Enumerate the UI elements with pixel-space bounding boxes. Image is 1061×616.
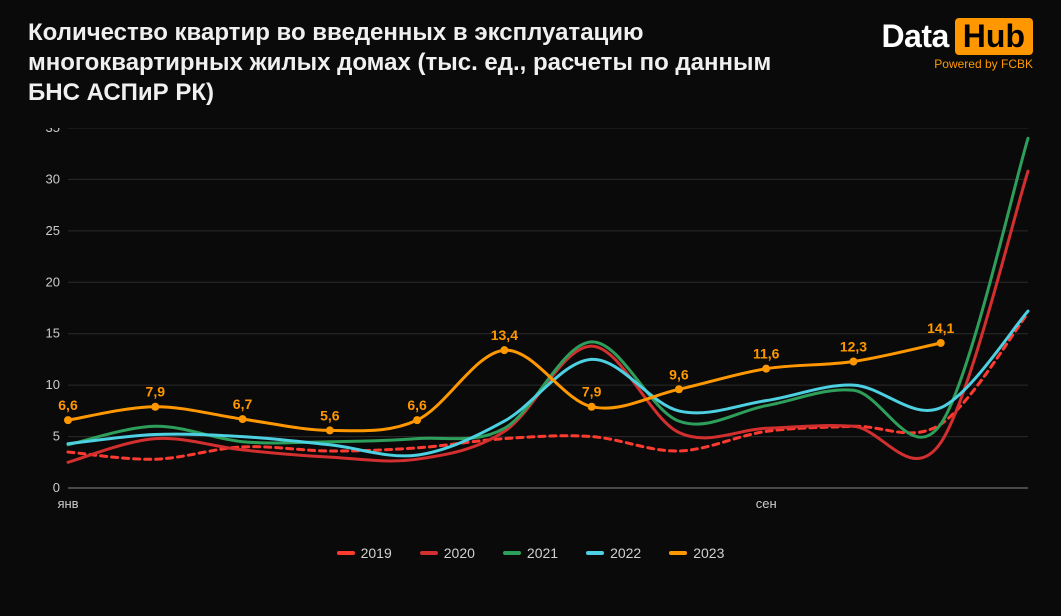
value-label: 6,6 [58, 397, 78, 413]
legend-swatch [586, 551, 604, 555]
value-label: 6,6 [407, 397, 427, 413]
line-chart-svg: 0 5 10 15 20 25 30 35 янв сен 6,6 7,9 6,7 5,6 6,6 13,4 7… [28, 128, 1033, 528]
legend-swatch [503, 551, 521, 555]
marker [413, 416, 421, 424]
legend-item-2020[interactable]: 2020 [420, 545, 475, 561]
chart-title: Количество квартир во введенных в эксплу… [28, 18, 808, 108]
series-2022 [68, 311, 1028, 456]
legend-swatch [420, 551, 438, 555]
legend-label: 2022 [610, 545, 641, 561]
legend-swatch [337, 551, 355, 555]
value-label: 7,9 [146, 384, 166, 400]
value-label: 6,7 [233, 396, 253, 412]
marker [937, 339, 945, 347]
marker [326, 426, 334, 434]
marker [675, 385, 683, 393]
svg-text:35: 35 [46, 128, 60, 135]
value-label: 12,3 [840, 338, 867, 354]
value-label: 7,9 [582, 384, 602, 400]
marker [849, 357, 857, 365]
value-label: 13,4 [491, 327, 518, 343]
series-2023 [68, 343, 941, 431]
legend-item-2021[interactable]: 2021 [503, 545, 558, 561]
svg-text:0: 0 [53, 480, 60, 495]
value-label: 14,1 [927, 320, 954, 336]
marker [151, 403, 159, 411]
marker [239, 415, 247, 423]
legend: 2019 2020 2021 2022 2023 [28, 545, 1033, 561]
svg-text:15: 15 [46, 326, 60, 341]
svg-text:янв: янв [57, 496, 78, 511]
legend-label: 2019 [361, 545, 392, 561]
value-label: 9,6 [669, 366, 689, 382]
series-2021 [68, 138, 1028, 445]
chart-area: 0 5 10 15 20 25 30 35 янв сен 6,6 7,9 6,7 5,6 6,6 13,4 7… [28, 128, 1033, 561]
series-2020 [68, 171, 1028, 462]
value-label: 11,6 [753, 346, 780, 362]
legend-item-2022[interactable]: 2022 [586, 545, 641, 561]
marker [64, 416, 72, 424]
svg-text:сен: сен [756, 496, 777, 511]
marker [500, 346, 508, 354]
legend-label: 2020 [444, 545, 475, 561]
legend-item-2019[interactable]: 2019 [337, 545, 392, 561]
legend-swatch [669, 551, 687, 555]
value-label: 5,6 [320, 407, 340, 423]
svg-text:10: 10 [46, 377, 60, 392]
marker [588, 403, 596, 411]
legend-label: 2023 [693, 545, 724, 561]
marker [762, 365, 770, 373]
logo-text-data: Data [881, 18, 948, 55]
legend-label: 2021 [527, 545, 558, 561]
svg-text:5: 5 [53, 429, 60, 444]
legend-item-2023[interactable]: 2023 [669, 545, 724, 561]
logo-text-hub: Hub [955, 18, 1033, 55]
svg-text:25: 25 [46, 223, 60, 238]
svg-text:30: 30 [46, 171, 60, 186]
svg-text:20: 20 [46, 274, 60, 289]
logo: Data Hub Powered by FCBK [881, 18, 1033, 71]
logo-subtitle: Powered by FCBK [934, 57, 1033, 71]
